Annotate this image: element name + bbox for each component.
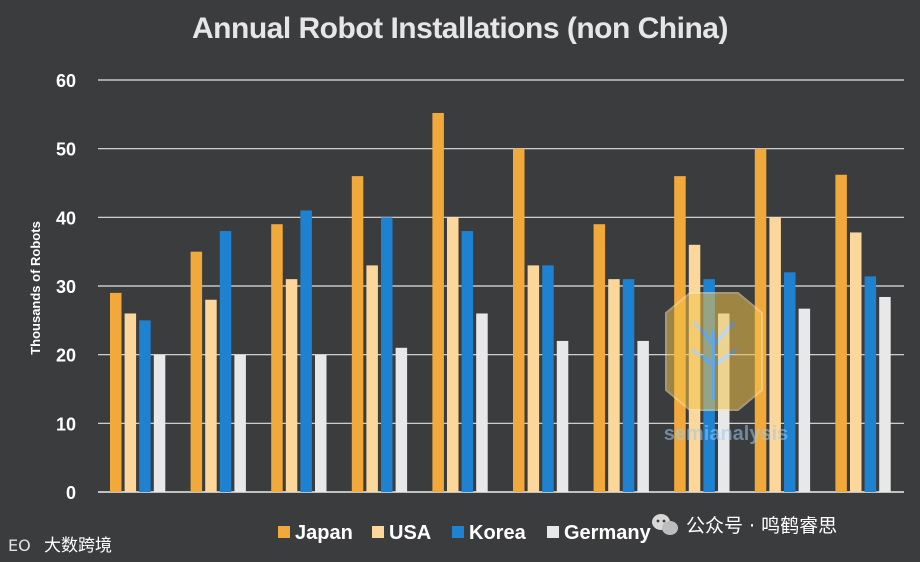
bar-japan (271, 224, 283, 492)
legend-swatch-japan (278, 526, 290, 538)
bars (110, 112, 891, 493)
bar-usa (447, 217, 459, 493)
watermark-text-right: 公众号 · 鸣鹤睿思 (686, 515, 837, 537)
bar-germany (879, 296, 891, 492)
bar-usa (205, 299, 217, 492)
y-axis-title: Thousands of Robots (28, 221, 43, 355)
watermark-logo: EO (8, 536, 31, 555)
legend-swatch-korea (452, 526, 464, 538)
watermark-text-left: 大数跨境 (44, 536, 112, 556)
legend: Japan USA Korea Germany (278, 522, 652, 544)
bar-japan (593, 224, 606, 492)
bar-korea (139, 320, 151, 492)
gridlines (98, 79, 904, 493)
bar-korea (219, 231, 232, 493)
bar-korea (300, 210, 312, 492)
bar-germany (315, 354, 327, 492)
bar-japan (190, 251, 203, 492)
y-tick-label: 0 (66, 483, 76, 503)
y-axis-ticks: 0 10 20 30 40 50 60 (56, 71, 76, 503)
bar-korea (864, 276, 877, 492)
chart-title: Annual Robot Installations (non China) (192, 12, 728, 45)
bar-germany (556, 340, 569, 492)
bar-japan (110, 292, 122, 492)
bar-germany (153, 354, 166, 492)
legend-swatch-germany (547, 526, 559, 538)
bar-usa (124, 313, 137, 492)
bar-germany (234, 354, 246, 492)
bar-usa (527, 265, 540, 492)
y-tick-label: 10 (56, 414, 76, 434)
bar-usa (608, 279, 620, 492)
legend-label-korea: Korea (469, 522, 527, 544)
bar-korea (381, 217, 393, 493)
legend-label-usa: USA (389, 522, 431, 544)
bottom-left-watermark: EO 大数跨境 (8, 536, 112, 556)
bar-korea (461, 231, 474, 493)
y-tick-label: 20 (56, 346, 76, 366)
y-tick-label: 30 (56, 277, 76, 297)
bar-germany (798, 308, 811, 492)
bar-usa (285, 279, 298, 492)
legend-label-japan: Japan (295, 522, 353, 544)
bar-usa (769, 217, 781, 493)
y-tick-label: 60 (56, 71, 76, 91)
wechat-icon (652, 514, 678, 535)
semianalysis-watermark: semianalysis (664, 292, 789, 445)
semianalysis-watermark-text: semianalysis (664, 423, 789, 445)
legend-swatch-usa (372, 526, 384, 538)
bar-usa (850, 232, 862, 492)
legend-label-germany: Germany (564, 522, 652, 544)
bar-korea (784, 272, 796, 492)
bar-germany (637, 340, 649, 492)
bar-japan (351, 176, 364, 492)
bar-japan (432, 112, 444, 493)
bar-usa (366, 265, 378, 492)
bar-korea (622, 279, 635, 492)
bar-japan (513, 148, 525, 492)
bar-germany (476, 313, 488, 492)
bar-germany (395, 347, 408, 492)
y-tick-label: 40 (56, 208, 76, 228)
y-tick-label: 50 (56, 140, 76, 160)
bar-japan (835, 174, 847, 492)
bar-korea (542, 265, 554, 492)
